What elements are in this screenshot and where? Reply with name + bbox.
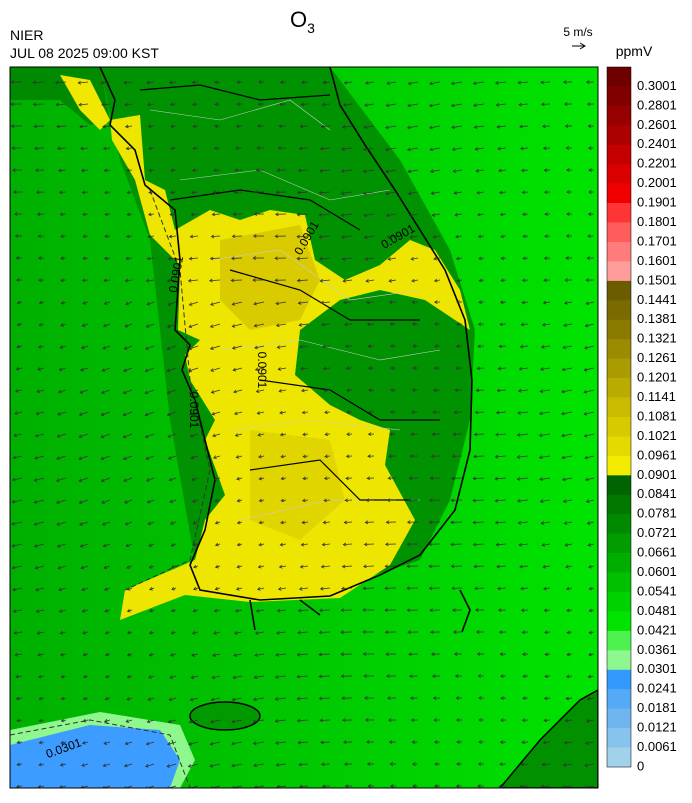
- colorbar-label: 0.3001: [637, 78, 677, 93]
- colorbar-label: 0.1201: [637, 370, 677, 385]
- colorbar-segment: [607, 378, 631, 398]
- jeju-island: [190, 702, 260, 730]
- colorbar-segment: [607, 689, 631, 709]
- wind-arrow: [363, 588, 374, 589]
- colorbar-segment: [607, 86, 631, 106]
- colorbar-label: 0.1441: [637, 292, 677, 307]
- colorbar-segment: [607, 611, 631, 631]
- colorbar-segment: [607, 631, 631, 651]
- colorbar-label: 0.2601: [637, 117, 677, 132]
- contour-label: 0.0901: [187, 392, 201, 429]
- colorbar-segment: [607, 456, 631, 476]
- colorbar-label: 0.0241: [637, 681, 677, 696]
- colorbar-label: 0.2201: [637, 156, 677, 171]
- colorbar-segment: [607, 748, 631, 768]
- colorbar-label: 0.1501: [637, 272, 677, 287]
- colorbar-segment: [607, 67, 631, 87]
- wind-arrow: [320, 610, 330, 611]
- colorbar-label: 0.0541: [637, 583, 677, 598]
- colorbar-label: 0.0421: [637, 622, 677, 637]
- colorbar-segment: [607, 709, 631, 729]
- colorbar-label: 0.1081: [637, 408, 677, 423]
- colorbar-segment: [607, 670, 631, 690]
- colorbar-label: 0.0061: [637, 739, 677, 754]
- title-main: O: [290, 7, 307, 32]
- colorbar-label: 0.1261: [637, 350, 677, 365]
- colorbar-label: 0.0901: [637, 467, 677, 482]
- colorbar-segment: [607, 417, 631, 437]
- colorbar-segment: [607, 359, 631, 379]
- colorbar-label: 0.2401: [637, 136, 677, 151]
- wind-arrow: [474, 566, 484, 567]
- colorbar-segment: [607, 203, 631, 223]
- colorbar-segment: [607, 592, 631, 612]
- datetime: JUL 08 2025 09:00 KST: [10, 45, 159, 61]
- colorbar-label: 0.0961: [637, 447, 677, 462]
- colorbar-label: 0.2801: [637, 97, 677, 112]
- colorbar-segment: [607, 184, 631, 204]
- colorbar-segment: [607, 223, 631, 243]
- wind-arrow: [319, 676, 330, 677]
- colorbar-label: 0.0181: [637, 700, 677, 715]
- wind-arrow: [319, 654, 330, 655]
- colorbar-label: 0.0721: [637, 525, 677, 540]
- colorbar-label: 0.1141: [637, 389, 676, 404]
- colorbar-label: 0.1801: [637, 214, 677, 229]
- colorbar-segment: [607, 534, 631, 554]
- colorbar-segment: [607, 650, 631, 670]
- colorbar-segment: [607, 436, 631, 456]
- colorbar-label: 0.0361: [637, 642, 677, 657]
- title: O3: [290, 7, 315, 36]
- colorbar-label: 0.1381: [637, 311, 677, 326]
- colorbar-segment: [607, 573, 631, 593]
- colorbar-segment: [607, 300, 631, 320]
- colorbar: 0.3001 0.2801 0.2601 0.2401 0.2201 0.2001 0.19…: [607, 67, 677, 773]
- wind-arrow: [475, 588, 484, 589]
- colorbar-label: 0.1601: [637, 253, 677, 268]
- colorbar-label: 0.0121: [637, 720, 677, 735]
- legend-unit: ppmV: [616, 43, 653, 59]
- colorbar-label: 0.0301: [637, 661, 677, 676]
- colorbar-label: 0.1701: [637, 233, 677, 248]
- colorbar-segment: [607, 475, 631, 495]
- agency: NIER: [10, 27, 43, 43]
- colorbar-label: 0.1901: [637, 195, 677, 210]
- colorbar-label: 0.0601: [637, 564, 677, 579]
- wind-arrow: [319, 698, 330, 699]
- colorbar-segment: [607, 261, 631, 281]
- colorbar-segment: [607, 281, 631, 301]
- colorbar-segment: [607, 553, 631, 573]
- colorbar-segment: [607, 145, 631, 165]
- colorbar-label: 0: [637, 758, 644, 773]
- wind-scale: 5 m/s: [563, 25, 592, 39]
- colorbar-label: 0.2001: [637, 175, 677, 190]
- colorbar-label: 0.0841: [637, 486, 677, 501]
- colorbar-label: 0.0661: [637, 545, 677, 560]
- colorbar-segment: [607, 320, 631, 340]
- colorbar-segment: [607, 514, 631, 534]
- colorbar-segment: [607, 495, 631, 515]
- title-subscript: 3: [307, 20, 315, 36]
- colorbar-segment: [607, 106, 631, 126]
- contour-label: 0.0901: [255, 352, 269, 389]
- colorbar-label: 0.1021: [637, 428, 677, 443]
- colorbar-segment: [607, 728, 631, 748]
- colorbar-label: 0.1321: [637, 331, 677, 346]
- colorbar-segment: [607, 339, 631, 359]
- colorbar-segment: [607, 398, 631, 418]
- colorbar-label: 0.0481: [637, 603, 677, 618]
- wind-arrow: [319, 632, 330, 633]
- colorbar-label: 0.0781: [637, 506, 677, 521]
- wind-arrow: [474, 434, 484, 435]
- colorbar-segment: [607, 125, 631, 145]
- colorbar-segment: [607, 242, 631, 262]
- colorbar-segment: [607, 164, 631, 184]
